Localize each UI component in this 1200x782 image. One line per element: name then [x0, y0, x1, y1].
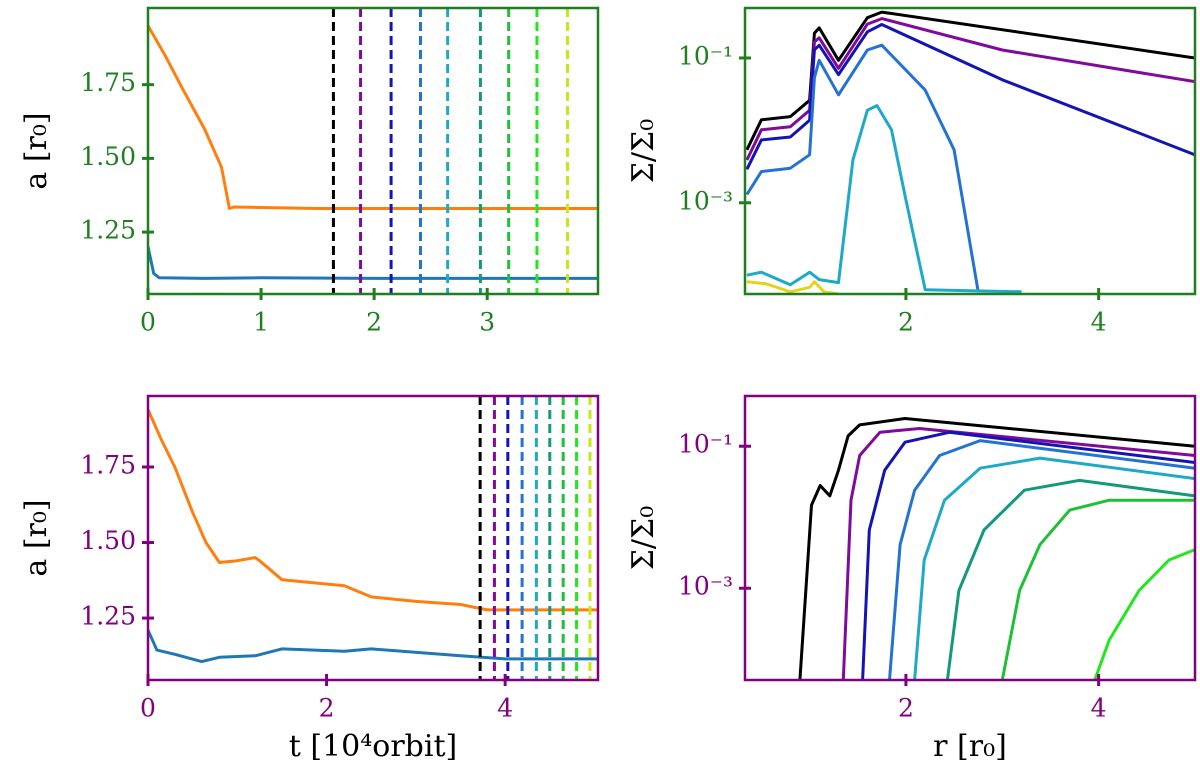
series-line [798, 417, 1195, 680]
x-tick-label: 2 [319, 694, 335, 723]
frame [743, 6, 1197, 296]
x-tick-label: 0 [140, 308, 156, 337]
series-line [745, 43, 980, 293]
plot-area [798, 417, 1195, 680]
plot-area [148, 24, 598, 280]
x-axis-label: t [10⁴orbit] [289, 729, 457, 764]
y-tick-label: 10⁻¹ [678, 41, 733, 70]
y-tick-label: 10⁻¹ [678, 430, 733, 459]
series-line [913, 456, 1195, 680]
plot-area [148, 408, 598, 664]
y-tick-label: 1.25 [80, 602, 136, 631]
x-tick-label: 3 [479, 308, 495, 337]
y-tick-label: 1.50 [80, 526, 136, 555]
y-tick-label: 1.50 [80, 142, 136, 171]
x-tick-label: 4 [1091, 308, 1107, 337]
series-line [861, 430, 1195, 680]
y-tick-label: 1.75 [80, 451, 136, 480]
series-line [888, 439, 1195, 680]
y-axis-label: a [r₀] [19, 112, 54, 189]
y-tick-label: 10⁻³ [678, 572, 733, 601]
series-line [745, 17, 1195, 161]
y-tick-label: 10⁻³ [678, 186, 733, 215]
x-tick-label: 1 [253, 308, 269, 337]
x-tick-label: 0 [140, 694, 156, 723]
series-line [148, 246, 598, 280]
series-line [148, 629, 598, 664]
series-line [1000, 498, 1195, 680]
x-tick-label: 4 [1091, 694, 1107, 723]
y-axis-label: Σ/Σ₀ [626, 119, 661, 184]
frame [743, 394, 1197, 682]
y-tick-label: 1.25 [80, 216, 136, 245]
series-line [746, 280, 839, 294]
series-line [841, 427, 1195, 680]
series-line [945, 478, 1195, 680]
x-tick-label: 4 [497, 694, 513, 723]
x-axis-label: r [r₀] [933, 729, 1007, 764]
y-axis-label: a [r₀] [19, 499, 54, 576]
series-line [746, 104, 1022, 294]
x-tick-label: 2 [898, 308, 914, 337]
series-line [745, 10, 1195, 151]
series-line [1093, 548, 1195, 680]
series-line [148, 24, 598, 210]
y-tick-label: 1.75 [80, 68, 136, 97]
frame [146, 394, 600, 682]
x-tick-label: 2 [366, 308, 382, 337]
x-tick-label: 2 [898, 694, 914, 723]
y-axis-label: Σ/Σ₀ [626, 506, 661, 571]
series-line [745, 23, 1195, 170]
plot-area [745, 10, 1195, 294]
series-line [148, 408, 598, 612]
